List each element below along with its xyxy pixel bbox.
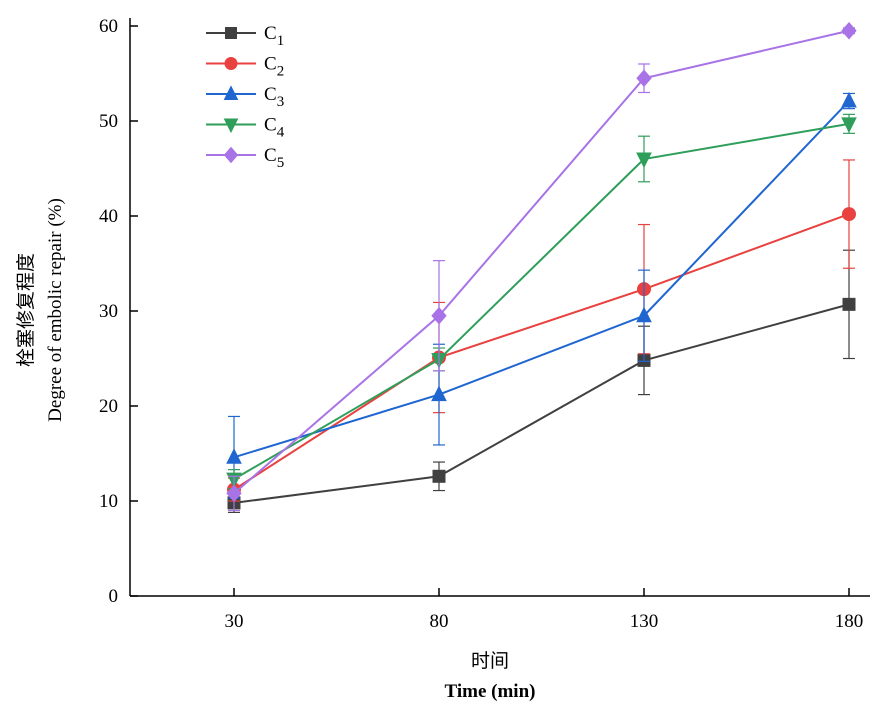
legend-label: C2 — [264, 54, 284, 80]
x-axis-title: Time (min) — [445, 681, 536, 702]
y-axis-title: Degree of embolic repair (%) — [45, 198, 66, 422]
legend-item: C5 — [206, 145, 284, 171]
data-point — [841, 117, 857, 133]
series-C2 — [227, 159, 856, 502]
y-tick-label: 10 — [99, 491, 118, 512]
x-tick-label: 180 — [835, 611, 864, 632]
series-line — [233, 213, 850, 491]
y-tick-label: 60 — [99, 16, 118, 37]
data-point — [841, 91, 857, 108]
data-point — [226, 484, 242, 503]
legend-item: C2 — [206, 54, 284, 80]
data-point — [226, 448, 242, 464]
data-point — [431, 385, 447, 402]
y-axis-title-cn: 栓塞修复程度 — [15, 253, 37, 367]
data-point — [636, 69, 652, 88]
axes: 0 10 20 30 40 50 60 30 80 130 180 — [99, 16, 870, 632]
x-tick-label: 30 — [225, 611, 244, 632]
y-tick-label: 40 — [99, 206, 118, 227]
legend-label: C5 — [264, 145, 284, 171]
data-point — [842, 297, 856, 311]
data-point — [431, 306, 447, 325]
legend-marker — [223, 118, 239, 134]
data-point — [636, 152, 652, 169]
series-line — [233, 29, 850, 495]
legend-label: C1 — [264, 23, 284, 49]
series-C3 — [226, 91, 857, 499]
legend-marker — [224, 57, 238, 70]
data-point — [841, 21, 857, 40]
y-tick-label: 30 — [99, 301, 118, 322]
series-line — [233, 303, 850, 504]
data-point — [842, 207, 856, 222]
y-tick-label: 50 — [99, 111, 118, 132]
x-tick-label: 80 — [430, 611, 449, 632]
series-layer — [226, 21, 857, 514]
x-axis-title-cn: 时间 — [471, 650, 509, 672]
legend: C1 C2 C3 C4 C5 — [206, 23, 285, 171]
legend-item: C4 — [206, 115, 285, 141]
legend-item: C3 — [206, 84, 284, 110]
series-line — [233, 100, 850, 459]
legend-item: C1 — [206, 23, 284, 49]
y-tick-label: 0 — [109, 586, 119, 607]
legend-marker — [225, 27, 237, 39]
legend-marker — [223, 146, 239, 164]
data-point — [432, 469, 446, 483]
data-point — [636, 306, 652, 323]
legend-marker — [223, 85, 239, 100]
series-C1 — [227, 249, 856, 514]
legend-label: C4 — [264, 115, 285, 141]
y-tick-label: 20 — [99, 396, 118, 417]
legend-label: C3 — [264, 84, 284, 110]
series-line — [233, 122, 850, 481]
series-C5 — [226, 21, 857, 512]
x-tick-label: 130 — [630, 611, 659, 632]
